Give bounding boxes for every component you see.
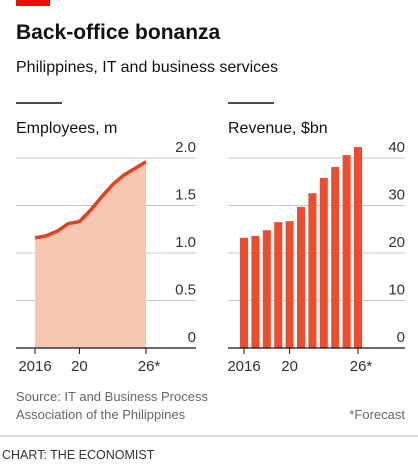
x-tick-label: 20 bbox=[71, 358, 88, 375]
bar bbox=[319, 177, 328, 348]
chart-title: Back-office bonanza bbox=[16, 21, 221, 44]
x-tick-label: 2016 bbox=[227, 358, 260, 375]
bar bbox=[331, 167, 340, 348]
y-tick-label: 20 bbox=[388, 234, 405, 251]
source: Source: IT and Business Process Associati… bbox=[16, 389, 208, 422]
bar bbox=[274, 222, 283, 348]
bar bbox=[308, 193, 317, 348]
x-tick-label: 26* bbox=[350, 358, 373, 375]
y-tick-label: 1.5 bbox=[175, 187, 196, 204]
x-tick-label: 26* bbox=[138, 358, 161, 375]
panel-title: Revenue, $bn bbox=[228, 120, 328, 137]
bar bbox=[342, 155, 351, 348]
bar bbox=[251, 235, 260, 348]
accent-bar bbox=[16, 0, 50, 6]
y-tick-label: 0.5 bbox=[175, 282, 196, 299]
y-tick-label: 2.0 bbox=[175, 139, 196, 156]
bar bbox=[297, 206, 305, 348]
bar bbox=[354, 147, 362, 348]
bar bbox=[240, 237, 248, 348]
y-tick-label: 1.0 bbox=[175, 234, 196, 251]
y-tick-label: 30 bbox=[388, 187, 405, 204]
y-tick-label: 10 bbox=[388, 282, 405, 299]
y-tick-label: 0 bbox=[397, 329, 405, 346]
bar bbox=[285, 221, 294, 348]
x-tick-label: 2016 bbox=[18, 358, 51, 375]
chart-subtitle: Philippines, IT and business services bbox=[16, 59, 278, 76]
y-tick-label: 0 bbox=[188, 329, 196, 346]
y-tick-label: 40 bbox=[388, 139, 405, 156]
footnote: *Forecast bbox=[349, 407, 405, 422]
bar bbox=[262, 230, 271, 348]
area bbox=[35, 161, 146, 348]
line bbox=[34, 160, 147, 240]
x-tick-label: 20 bbox=[281, 358, 298, 375]
credit: CHART: THE ECONOMIST bbox=[2, 448, 155, 462]
panel-title: Employees, m bbox=[16, 120, 117, 137]
